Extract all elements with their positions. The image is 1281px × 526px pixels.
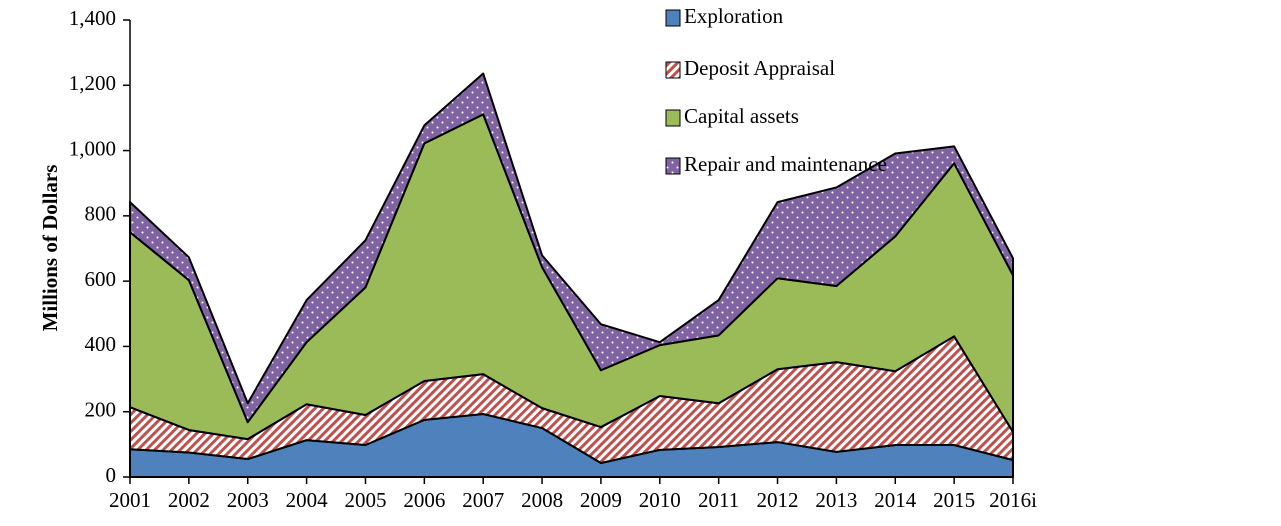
y-tick-label: 200 (85, 398, 117, 422)
x-tick-label: 2002 (168, 488, 210, 512)
legend-label: Exploration (684, 4, 784, 28)
x-tick-label: 2007 (462, 488, 504, 512)
x-tick-label: 2006 (403, 488, 445, 512)
x-tick-label: 2001 (109, 488, 151, 512)
x-tick-label: 2014 (874, 488, 917, 512)
legend-swatch (665, 61, 681, 79)
x-tick-label: 2016i (989, 488, 1037, 512)
x-tick-label: 2004 (286, 488, 329, 512)
x-tick-label: 2015 (933, 488, 975, 512)
y-axis-title: Millions of Dollars (38, 165, 62, 332)
y-tick-label: 0 (106, 463, 117, 487)
y-tick-label: 1,200 (69, 71, 116, 95)
x-tick-label: 2009 (580, 488, 622, 512)
legend-label: Deposit Appraisal (684, 56, 835, 80)
area (129, 72, 1014, 424)
x-tick-label: 2003 (227, 488, 269, 512)
x-tick-label: 2008 (521, 488, 563, 512)
x-tick-label: 2010 (639, 488, 681, 512)
legend-label: Repair and maintenance (684, 152, 887, 176)
y-tick-label: 1,000 (69, 136, 116, 160)
y-tick-label: 800 (85, 202, 117, 226)
x-tick-label: 2012 (757, 488, 799, 512)
x-tick-label: 2013 (815, 488, 857, 512)
x-tick-label: 2005 (344, 488, 386, 512)
legend-swatch (665, 157, 681, 175)
legend-swatch (665, 109, 681, 127)
legend-label: Capital assets (684, 104, 799, 128)
y-tick-label: 1,400 (69, 6, 116, 30)
y-tick-label: 400 (85, 332, 117, 356)
x-tick-label: 2011 (698, 488, 739, 512)
y-tick-label: 600 (85, 267, 117, 291)
legend-swatch (665, 9, 681, 27)
